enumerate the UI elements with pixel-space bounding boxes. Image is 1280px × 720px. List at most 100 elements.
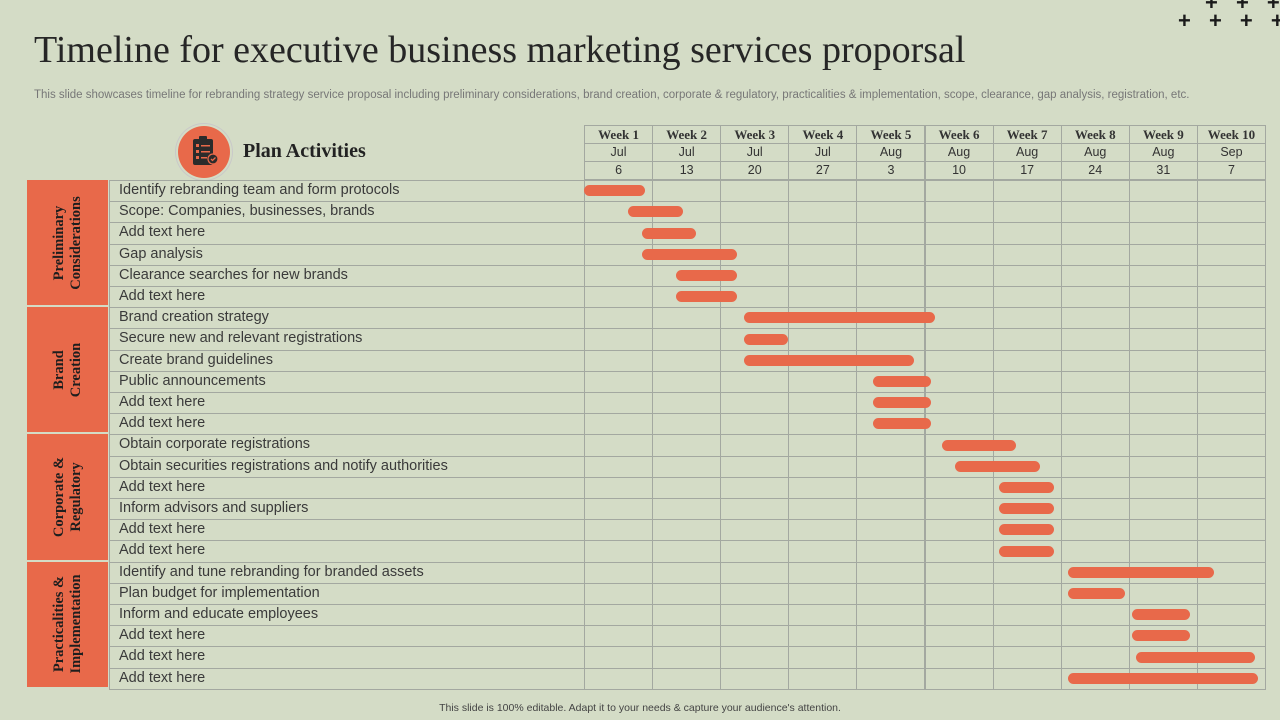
plus-decoration-top: + + + +: [1205, 0, 1280, 15]
grid-row-line: [109, 455, 1265, 457]
month-label-3: Jul: [720, 143, 790, 162]
task-bar: [999, 545, 1054, 557]
day-label-6: 10: [924, 161, 994, 180]
week-header-10: Week 10: [1196, 125, 1266, 144]
task-label: Identify and tune rebranding for branded…: [119, 563, 424, 580]
grid-row-line: [109, 222, 1265, 224]
grid-row-line: [109, 561, 1265, 563]
month-label-8: Aug: [1060, 143, 1130, 162]
grid-row-line: [109, 243, 1265, 245]
task-label: Inform advisors and suppliers: [119, 500, 309, 516]
page-subtitle: This slide showcases timeline for rebran…: [34, 89, 1190, 101]
task-bar: [641, 227, 697, 239]
task-bar: [999, 481, 1054, 493]
category-2: Brand Creation: [27, 307, 108, 435]
label-column-border: [109, 180, 110, 689]
task-label: Inform and educate employees: [119, 606, 319, 622]
task-label: Create brand guidelines: [119, 351, 273, 368]
month-label-9: Aug: [1128, 143, 1198, 162]
grid-row-line: [109, 370, 1265, 372]
category-label: Preliminary Considerations: [50, 195, 84, 290]
category-3: Corporate & Regulatory: [27, 434, 108, 562]
month-label-2: Jul: [652, 143, 722, 162]
week-header-8: Week 8: [1060, 125, 1130, 144]
task-bar: [873, 418, 932, 430]
day-label-4: 27: [788, 161, 858, 180]
task-label: Obtain securities registrations and noti…: [119, 457, 448, 474]
task-label: Add text here: [119, 648, 206, 665]
task-label: Plan budget for implementation: [119, 584, 320, 601]
week-header-4: Week 4: [788, 125, 858, 144]
week-header-6: Week 6: [924, 125, 994, 144]
task-bar: [1132, 630, 1191, 642]
month-label-4: Jul: [788, 143, 858, 162]
task-label: Add text here: [119, 542, 206, 559]
task-label: Add text here: [119, 224, 206, 241]
page-title: Timeline for executive business marketin…: [34, 29, 966, 71]
task-label: Obtain corporate registrations: [119, 436, 311, 453]
grid-row-line: [109, 434, 1265, 436]
task-bar: [941, 439, 1017, 451]
task-bar: [675, 269, 738, 281]
task-bar: [675, 291, 738, 303]
task-bar: [584, 185, 646, 197]
grid-row-line: [109, 540, 1265, 542]
month-label-5: Aug: [856, 143, 926, 162]
day-label-1: 6: [584, 161, 654, 180]
day-label-10: 7: [1196, 161, 1266, 180]
task-bar: [999, 503, 1054, 515]
week-header-3: Week 3: [720, 125, 790, 144]
category-label: Practicalities & Implementation: [50, 574, 84, 674]
grid-row-line: [109, 180, 1265, 181]
grid-row-line: [109, 328, 1265, 330]
grid-row-line: [109, 667, 1265, 669]
grid-row-line: [109, 201, 1265, 203]
day-label-8: 24: [1060, 161, 1130, 180]
month-label-6: Aug: [924, 143, 994, 162]
grid-row-line: [109, 307, 1265, 309]
grid-row-line: [109, 349, 1265, 351]
task-bar: [628, 206, 683, 218]
grid-row-line: [109, 604, 1265, 605]
month-label-1: Jul: [584, 143, 654, 162]
task-bar: [1132, 609, 1191, 621]
task-bar: [873, 397, 932, 409]
week-header-2: Week 2: [652, 125, 722, 144]
task-bar: [641, 248, 738, 260]
grid-row-line: [109, 688, 1265, 690]
task-label: Public announcements: [119, 372, 266, 389]
task-bar: [1067, 587, 1126, 599]
week-header-9: Week 9: [1128, 125, 1198, 144]
task-bar: [999, 524, 1054, 536]
week-header-7: Week 7: [992, 125, 1062, 144]
category-4: Practicalities & Implementation: [27, 561, 108, 689]
day-label-5: 3: [856, 161, 926, 180]
task-bar: [1067, 672, 1259, 684]
category-1: Preliminary Considerations: [27, 180, 108, 308]
grid-row-line: [109, 392, 1265, 393]
plan-activities-label: Plan Activities: [243, 140, 366, 162]
task-label: Add text here: [119, 394, 206, 410]
task-label: Add text here: [119, 521, 206, 538]
grid-row-line: [109, 646, 1265, 648]
task-label: Clearance searches for new brands: [119, 266, 348, 283]
task-label: Scope: Companies, businesses, brands: [119, 203, 375, 220]
day-label-3: 20: [720, 161, 790, 180]
task-label: Gap analysis: [119, 245, 203, 262]
month-label-10: Sep: [1196, 143, 1266, 162]
grid-row-line: [109, 476, 1265, 478]
task-bar: [955, 460, 1041, 472]
grid-row-line: [109, 625, 1265, 627]
week-header-5: Week 5: [856, 125, 926, 144]
day-label-2: 13: [652, 161, 722, 180]
task-label: Brand creation strategy: [119, 309, 269, 326]
grid-row-line: [109, 519, 1265, 521]
task-label: Add text here: [119, 288, 206, 304]
task-label: Add text here: [119, 669, 206, 686]
task-bar: [744, 333, 789, 345]
clipboard-checklist-icon: [178, 126, 230, 178]
grid-row-line: [109, 582, 1265, 584]
task-bar: [873, 375, 932, 387]
task-label: Add text here: [119, 478, 206, 495]
category-label: Brand Creation: [50, 342, 84, 398]
